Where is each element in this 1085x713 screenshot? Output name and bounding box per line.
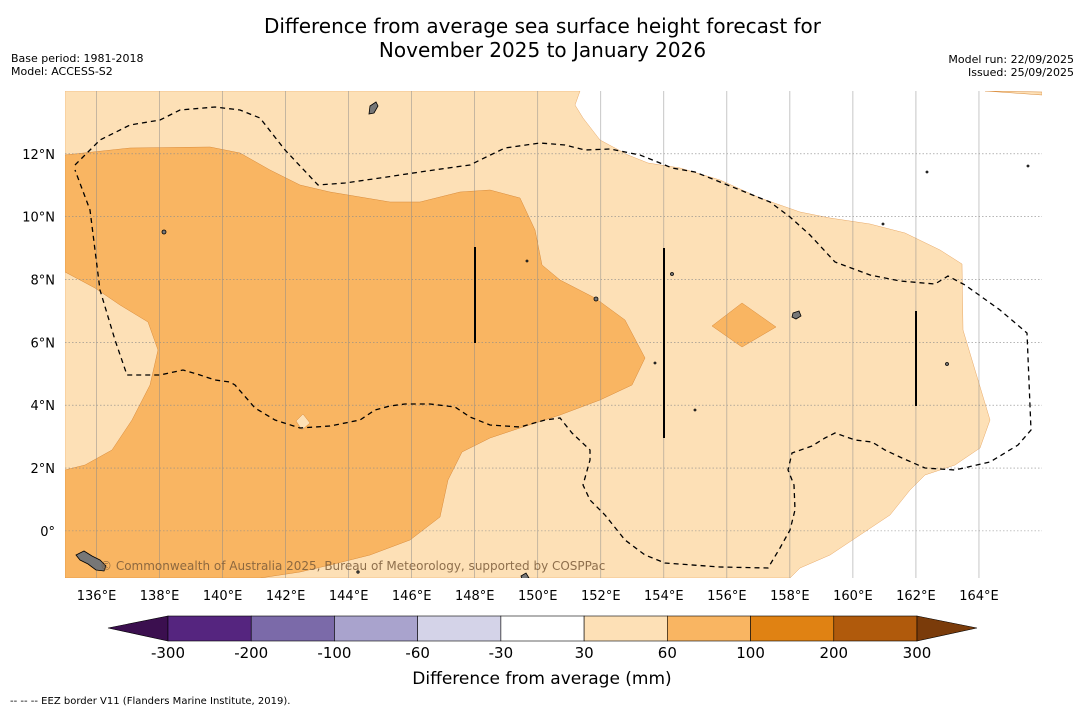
colorbar-segment [750,615,835,642]
lat-label: 6°N [31,336,56,351]
lon-label: 164°E [959,589,999,604]
eez-borders [74,106,1032,569]
colorbar-tick-label: -100 [317,644,351,662]
lon-label: 162°E [896,589,936,604]
meta-left: Base period: 1981-2018 Model: ACCESS-S2 [11,52,143,78]
island-dot-8 [525,259,529,263]
island-guam [368,101,379,115]
colorbar-extend-low [107,615,169,642]
colorbar-tick-label: 200 [819,644,848,662]
forecast-bars [474,247,917,438]
colorbar-tick-label: 30 [575,644,594,662]
island-dot-7 [881,222,885,226]
colorbar-segment [667,615,751,642]
lon-label: 142°E [266,589,306,604]
colorbar-tick-label: 60 [658,644,677,662]
lon-label: 160°E [833,589,873,604]
map-title-line1: Difference from average sea surface heig… [263,14,822,38]
islands [75,101,1030,578]
map-title-line2: November 2025 to January 2026 [378,38,707,62]
lon-label: 158°E [770,589,810,604]
colorbar-tick-label: 300 [903,644,932,662]
map-plot-area: © Commonwealth of Australia 2025, Bureau… [65,91,1042,578]
lon-label: 154°E [644,589,684,604]
island-dot-6 [925,170,929,174]
anomaly-patch-156e [711,302,777,348]
lon-label: 136°E [77,589,117,604]
colorbar-segment [583,615,668,642]
colorbar-tick-label: -200 [234,644,268,662]
issued-date: Issued: 25/09/2025 [967,66,1074,79]
colorbar-tick-label: -30 [489,644,514,662]
colorbar-tick-label: -60 [405,644,430,662]
island-dot-4 [945,362,949,366]
colorbar-segment [334,615,418,642]
lat-label: 12°N [22,148,55,163]
colorbar-segment [417,615,502,642]
anomaly-patch-top-right [984,91,1042,96]
island-dot-1 [161,229,167,235]
colorbar-segment [833,615,918,642]
island-dot-10 [693,408,697,412]
base-period: Base period: 1981-2018 [11,52,144,65]
meta-right: Model run: 22/09/2025 Issued: 25/09/2025 [948,53,1074,79]
lon-label: 144°E [329,589,369,604]
colorbar-segments [167,615,918,642]
island-new-guinea-tip [75,550,107,572]
lon-label: 148°E [455,589,495,604]
island-dot-2 [593,296,599,302]
lon-label: 140°E [203,589,243,604]
copyright-watermark: © Commonwealth of Australia 2025, Bureau… [100,559,605,573]
colorbar-segment [250,615,335,642]
island-dot-11 [356,570,360,574]
colorbar-segment [500,615,585,642]
lat-label: 10°N [22,211,55,226]
eez-border-fsm-west [74,106,1032,569]
legend-label: Difference from average (mm) [412,669,671,689]
latitude-labels: 12°N 10°N 8°N 6°N 4°N 2°N 0° [22,148,55,540]
lon-label: 138°E [140,589,180,604]
lon-label: 156°E [707,589,747,604]
model-run: Model run: 22/09/2025 [948,53,1074,66]
anomaly-zone-60-100 [65,146,646,578]
island-dot-3 [670,272,674,276]
model-name: Model: ACCESS-S2 [11,65,113,78]
anomaly-patch-143e [295,413,311,431]
lon-label: 150°E [518,589,558,604]
island-dot-9 [653,361,657,365]
island-dot-5 [1026,164,1030,168]
longitude-labels: 136°E 138°E 140°E 142°E 144°E 146°E 148°E 150°E… [77,589,999,604]
lat-label: 8°N [31,274,56,289]
colorbar-extend-high [916,615,978,642]
map-title: Difference from average sea surface heig… [0,14,1085,62]
colorbar-segment [167,615,252,642]
lat-label: 4°N [31,399,56,414]
colorbar-tick-label: 100 [736,644,765,662]
lat-label: 0° [40,525,55,540]
lon-label: 146°E [392,589,432,604]
lat-label: 2°N [31,462,56,477]
lon-label: 152°E [581,589,621,604]
legend-colorbar: -300 -200 -100 -60 -30 30 60 100 200 300 Differen… [107,615,978,689]
colorbar-ticks: -300 -200 -100 -60 -30 30 60 100 200 300 [151,644,931,662]
island-pohnpei [791,310,802,320]
colorbar-tick-label: -300 [151,644,185,662]
footnote: -- -- -- EEZ border V11 (Flanders Marine… [10,696,291,707]
island-manus [520,572,530,578]
